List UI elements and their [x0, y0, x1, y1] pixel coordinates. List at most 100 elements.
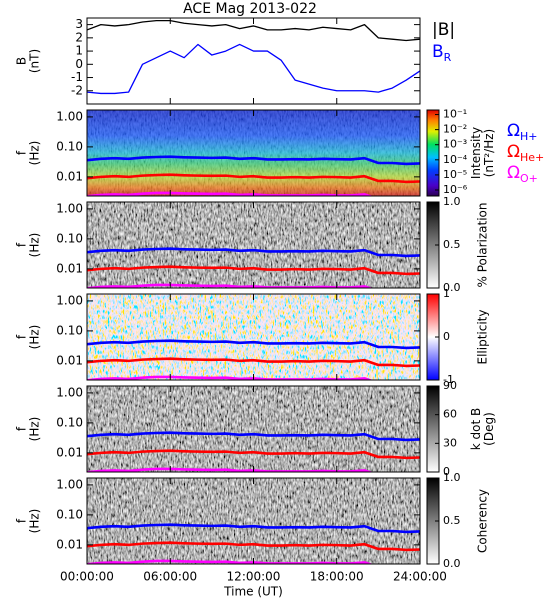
colorbar-tick-label: 0.0 [443, 281, 461, 294]
colorbar-tick-label: 30 [443, 436, 457, 449]
colorbar-tick-label: 10⁻⁵ [443, 168, 467, 181]
colorbar-label: (Deg) [482, 412, 496, 446]
colorbar-label: k dot B [469, 408, 483, 450]
data-line [87, 339, 420, 350]
y-tick-label: 1.00 [56, 477, 83, 491]
data-line [87, 20, 420, 42]
colorbar [426, 109, 440, 197]
colorbar-tick-label: 0.5 [443, 514, 461, 527]
legend-entry: ΩHe+ [507, 142, 544, 164]
legend-name: B [432, 42, 444, 62]
colorbar-tick-label: 1.0 [443, 195, 461, 208]
data-line [87, 155, 420, 166]
y-tick-label: 0.01 [56, 169, 83, 183]
data-line [87, 523, 420, 534]
x-tick-label: 18:00:00 [310, 570, 364, 584]
y-axis-label: f [15, 242, 29, 247]
y-tick-label: 0.10 [56, 139, 83, 153]
y-tick-label: 0.01 [56, 261, 83, 275]
legend-entry: BR [432, 42, 452, 64]
y-axis-label: B [15, 57, 29, 65]
y-axis-label: (Hz) [28, 233, 42, 258]
y-tick-label: 0 [75, 57, 83, 71]
y-axis-label: f [15, 518, 29, 523]
y-axis-label: (Hz) [28, 417, 42, 442]
legend-entry: ΩO+ [507, 163, 538, 185]
spectrogram-image [87, 202, 420, 288]
y-axis-label: f [15, 150, 29, 155]
y-tick-label: -2 [71, 83, 83, 97]
colorbar-tick-label: 0 [443, 330, 450, 343]
x-tick-label: 24:00:00 [393, 570, 447, 584]
x-axis-label: Time (UT) [223, 585, 283, 599]
legend-entry: ΩH+ [507, 121, 538, 143]
legend-subscript: O+ [520, 172, 538, 185]
y-tick-label: -1 [71, 70, 83, 84]
colorbar-tick-label: -1 [443, 373, 454, 386]
data-line [87, 449, 420, 460]
legend-name: Ω [507, 142, 520, 162]
data-line [87, 247, 420, 258]
colorbar-tick-label: 10⁻⁴ [443, 153, 468, 166]
colorbar-tick-label: 90 [443, 379, 457, 392]
colorbar-tick-label: 10⁻⁶ [443, 183, 468, 196]
colorbar-tick-label: 10⁻² [443, 123, 467, 136]
data-line [87, 541, 420, 552]
y-tick-label: 0.10 [56, 415, 83, 429]
y-tick-label: 3 [75, 17, 83, 31]
colorbar-tick-label: 10⁻³ [443, 138, 467, 151]
x-tick-label: 00:00:00 [60, 570, 114, 584]
spectrogram-image [87, 294, 420, 380]
legend-name: Ω [507, 121, 520, 141]
colorbar-tick-label: 0.5 [443, 238, 461, 251]
y-axis-label: (Hz) [28, 141, 42, 166]
y-tick-label: 0.10 [56, 231, 83, 245]
y-tick-label: 1.00 [56, 109, 83, 123]
y-axis-label: (Hz) [28, 325, 42, 350]
colorbar-label: Ellipticity [476, 310, 490, 365]
spectrogram-texture [87, 110, 420, 196]
data-line [87, 357, 420, 368]
y-tick-label: 1 [75, 44, 83, 58]
colorbar-label: (nT²/Hz) [482, 129, 496, 177]
x-tick-label: 06:00:00 [143, 570, 197, 584]
legend-subscript: H+ [520, 130, 538, 143]
data-line [87, 43, 420, 95]
chart-title: ACE Mag 2013-022 [183, 1, 317, 17]
data-line [87, 431, 420, 442]
y-tick-label: 0.01 [56, 353, 83, 367]
legend-name: |B| [432, 20, 455, 40]
colorbar-tick-label: 10⁻¹ [443, 108, 467, 121]
y-tick-label: 0.10 [56, 323, 83, 337]
colorbar-tick-label: 0 [443, 465, 450, 478]
legend-name: Ω [507, 163, 520, 183]
y-axis-label: (Hz) [28, 509, 42, 534]
legend-subscript: R [444, 51, 452, 64]
colorbar-tick-label: 1.0 [443, 471, 461, 484]
y-tick-label: 0.10 [56, 507, 83, 521]
colorbar-label: Coherency [476, 489, 490, 553]
spectrogram-image [87, 478, 420, 564]
y-tick-label: 0.01 [56, 445, 83, 459]
y-tick-label: 0.01 [56, 537, 83, 551]
y-axis-label: f [15, 334, 29, 339]
colorbar-label: % Polarization [476, 203, 490, 288]
colorbar [426, 385, 440, 473]
spectrogram-image [87, 386, 420, 472]
data-line [87, 265, 420, 276]
colorbar-tick-label: 60 [443, 408, 457, 421]
y-tick-label: 1.00 [56, 385, 83, 399]
legend-subscript: He+ [520, 151, 544, 164]
y-axis-label: (nT) [28, 49, 42, 73]
y-tick-label: 1.00 [56, 201, 83, 215]
legend-entry: |B| [432, 20, 455, 40]
y-tick-label: 1.00 [56, 293, 83, 307]
data-line [87, 173, 420, 184]
colorbar-tick-label: 0.0 [443, 557, 461, 570]
colorbar-label: Intensity [469, 127, 483, 179]
y-tick-label: 2 [75, 30, 83, 44]
colorbar-tick-label: 1 [443, 287, 450, 300]
y-axis-label: f [15, 426, 29, 431]
